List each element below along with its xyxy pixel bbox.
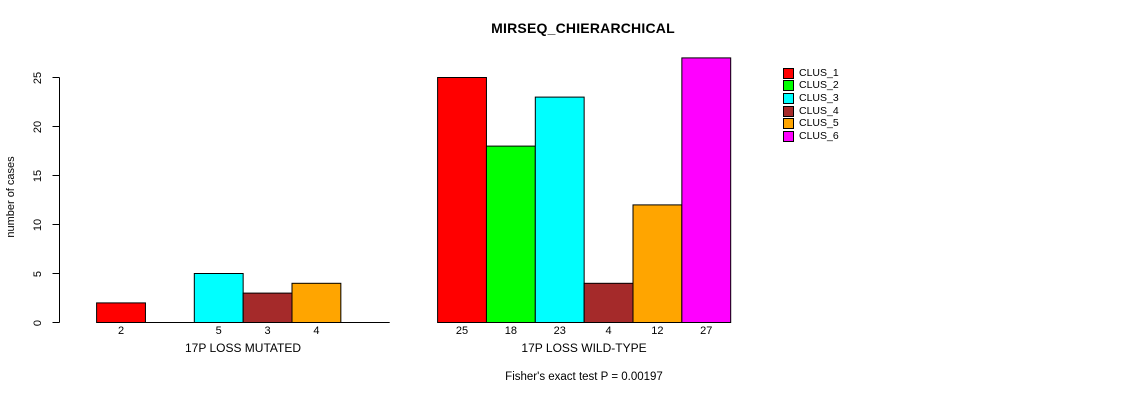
legend-swatch-clus_5 bbox=[783, 118, 794, 130]
legend-label-clus_4: CLUS_4 bbox=[799, 104, 839, 117]
legend-swatch-clus_4 bbox=[783, 105, 794, 117]
y-tick-label: 0 bbox=[32, 319, 44, 326]
bar-value-label: 2 bbox=[117, 325, 125, 337]
legend-label-clus_3: CLUS_3 bbox=[799, 91, 839, 104]
bar-value-label: 18 bbox=[504, 325, 517, 337]
bar-clus_5-group1 bbox=[291, 282, 342, 323]
legend-swatch-clus_6 bbox=[783, 131, 794, 142]
bar-value-label: 3 bbox=[264, 325, 271, 337]
bar-clus_1-group1 bbox=[96, 302, 146, 323]
bar-clus_5-group2 bbox=[632, 204, 683, 323]
y-tick-label: 10 bbox=[32, 218, 44, 231]
bar-value-label: 25 bbox=[455, 325, 469, 337]
bar-clus_6-group2 bbox=[681, 57, 732, 324]
legend-swatch-clus_3 bbox=[783, 92, 794, 104]
legend-label-clus_1: CLUS_1 bbox=[799, 66, 839, 79]
bar-value-label: 23 bbox=[553, 325, 566, 337]
bar-value-label: 4 bbox=[313, 325, 320, 337]
bar-clus_3-group2 bbox=[534, 96, 585, 323]
legend-label-clus_5: CLUS_5 bbox=[799, 117, 839, 130]
bar-value-label: 5 bbox=[215, 325, 222, 337]
y-tick-label: 20 bbox=[32, 120, 44, 133]
bar-value-label: 27 bbox=[700, 325, 713, 337]
x-group-label-mutated: 17P LOSS MUTATED bbox=[184, 341, 302, 355]
y-axis-label: number of cases bbox=[5, 156, 17, 238]
legend-swatch-clus_1 bbox=[783, 67, 794, 79]
y-tick-label: 25 bbox=[32, 71, 44, 84]
bar-clus_3-group1 bbox=[193, 273, 244, 323]
bar-clus_2-group2 bbox=[485, 145, 536, 323]
legend-label-clus_2: CLUS_2 bbox=[799, 79, 839, 92]
bar-clus_4-group1 bbox=[242, 292, 293, 324]
y-tick-label: 15 bbox=[32, 169, 44, 182]
legend-swatch-clus_2 bbox=[783, 80, 794, 92]
fisher-test-annotation: Fisher's exact test P = 0.00197 bbox=[505, 371, 663, 383]
x-group-label-wild-type: 17P LOSS WILD-TYPE bbox=[521, 341, 647, 355]
chart-title: MIRSEQ_CHIERARCHICAL bbox=[491, 20, 675, 36]
bar-value-label: 4 bbox=[605, 325, 612, 337]
y-tick-label: 5 bbox=[32, 270, 44, 277]
bar-value-label: 12 bbox=[651, 325, 664, 337]
legend-label-clus_6: CLUS_6 bbox=[799, 130, 839, 142]
bar-clus_1-group2 bbox=[437, 77, 487, 323]
bar-clus_4-group2 bbox=[583, 282, 634, 323]
